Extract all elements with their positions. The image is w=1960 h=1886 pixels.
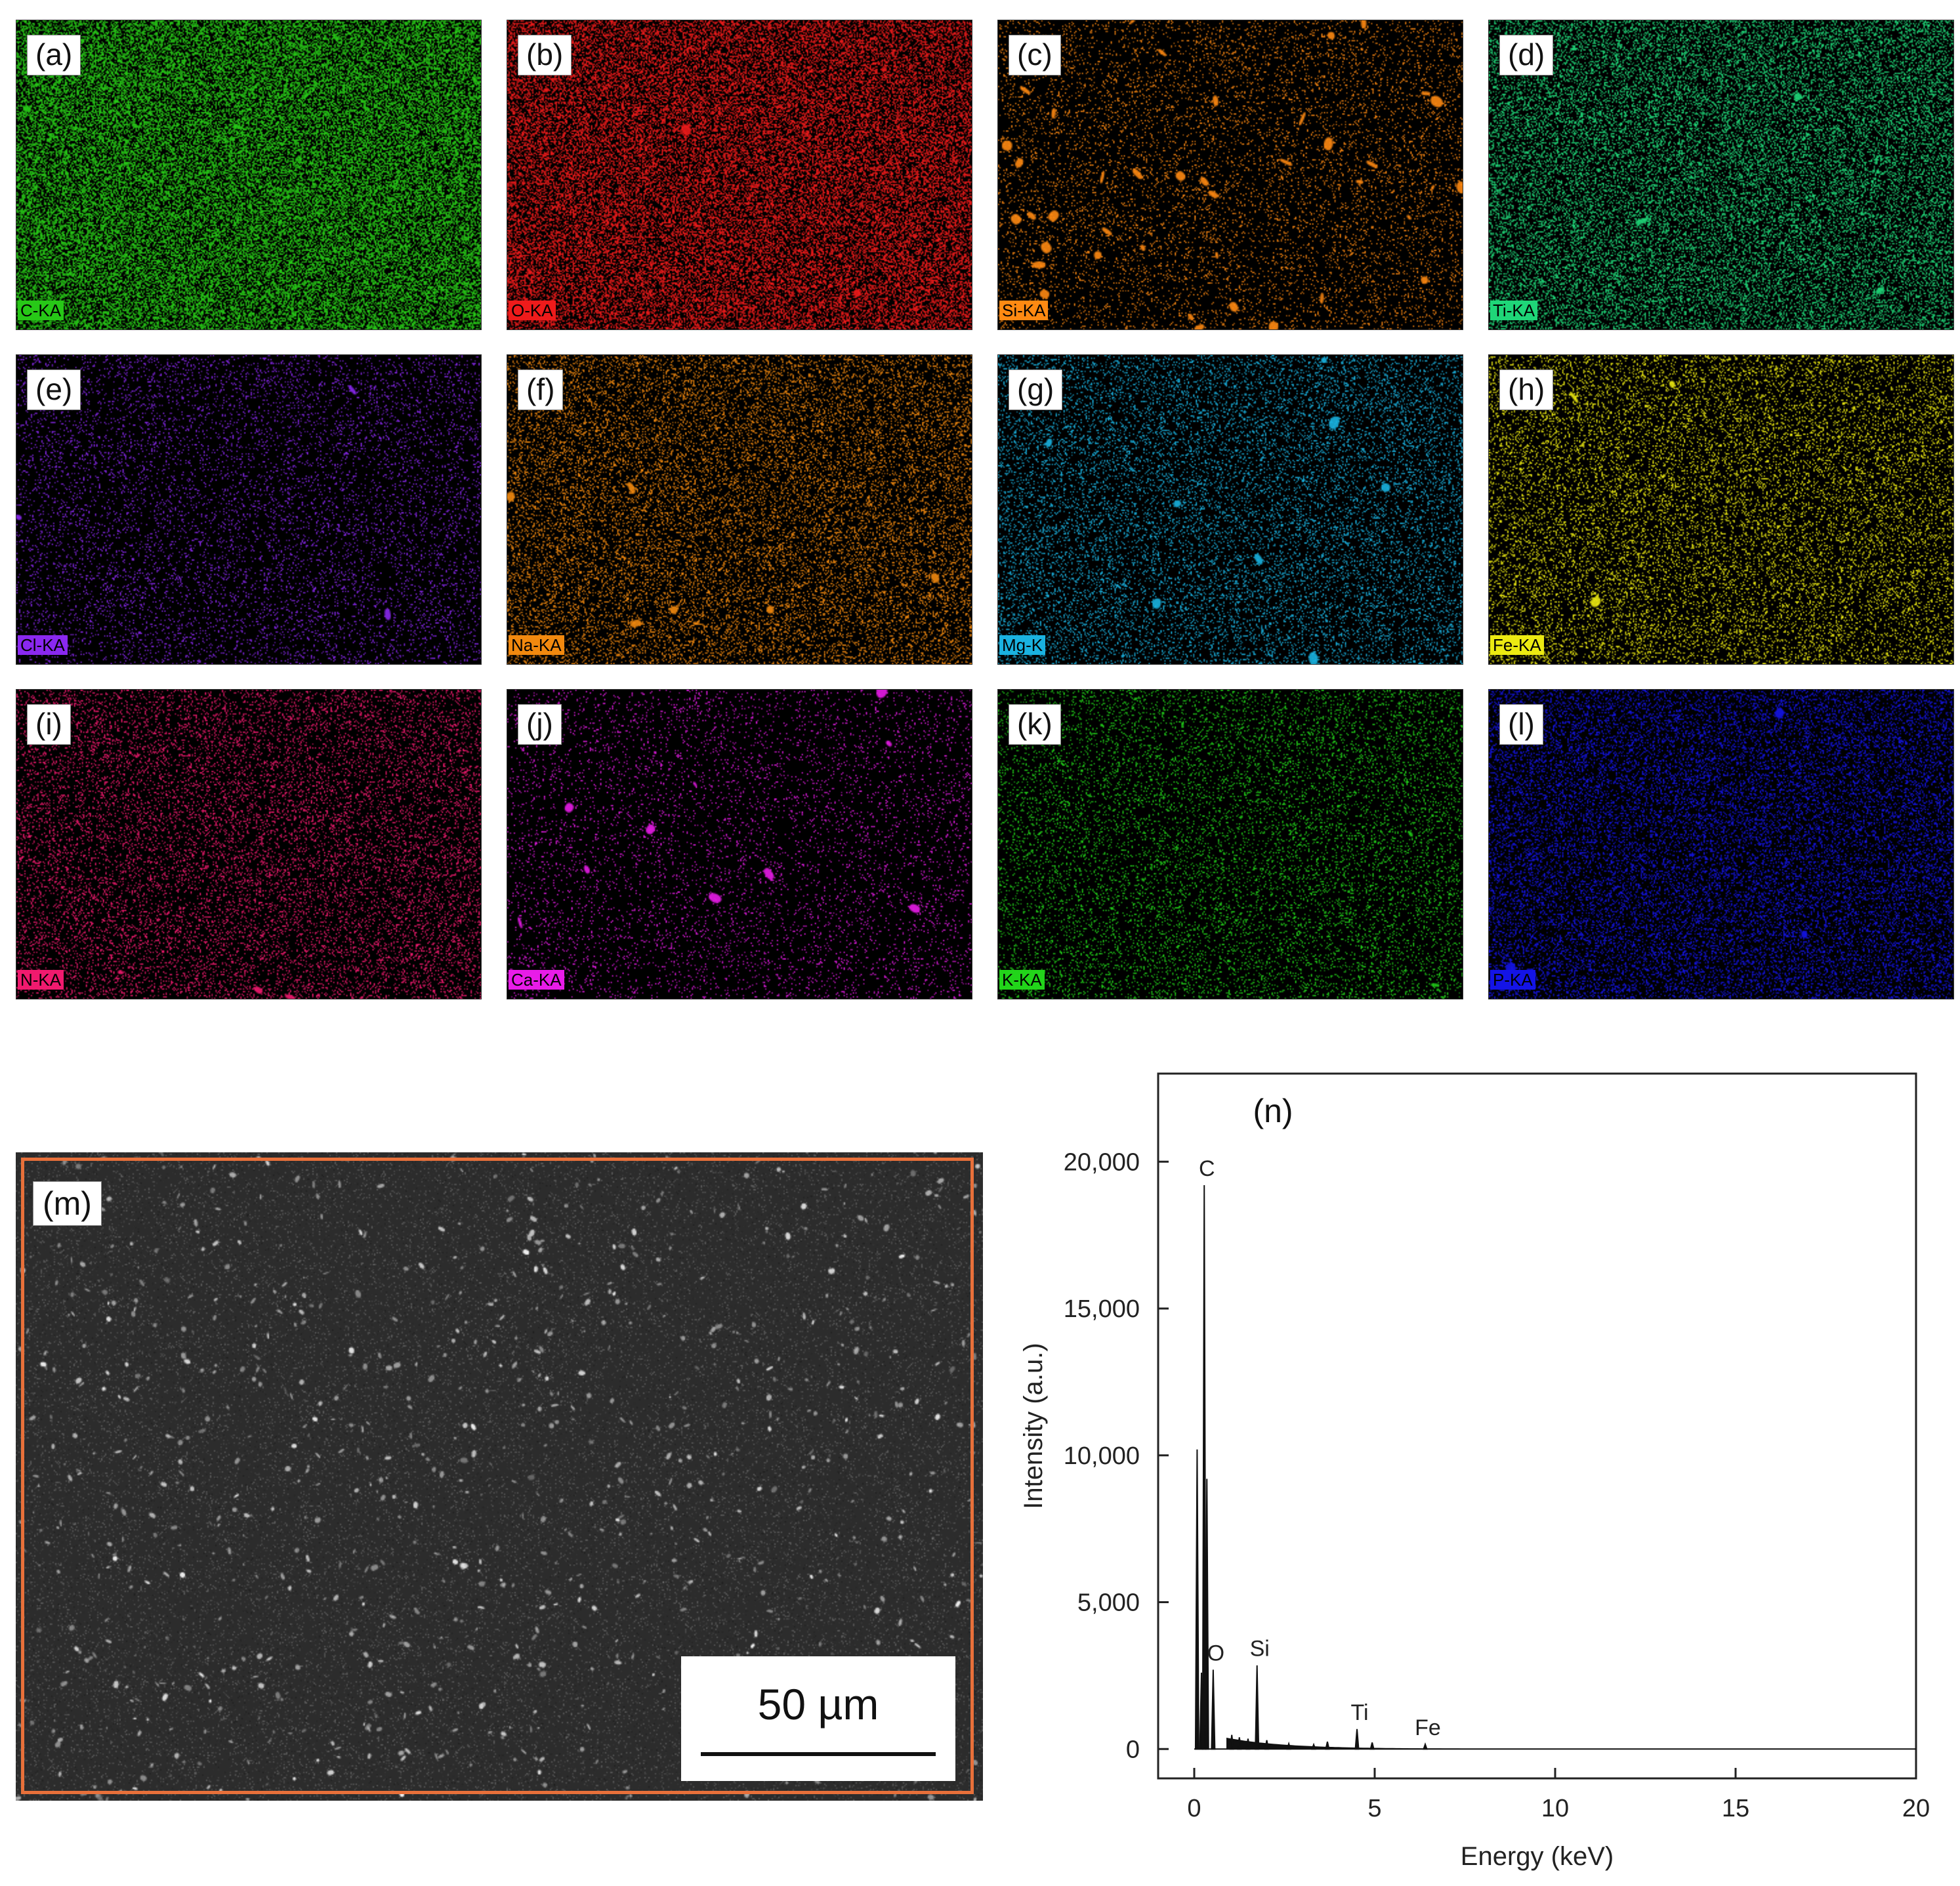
- scale-bar-box: 50 µm: [681, 1656, 955, 1781]
- spectrum-continuum: [1226, 1738, 1556, 1750]
- element-map-texture: [16, 20, 481, 329]
- element-map-texture: [507, 20, 972, 329]
- spectrum-peak: [1369, 1742, 1375, 1750]
- element-map-si-ka: (c) Si-KA: [997, 20, 1463, 330]
- plot-frame: [1157, 1072, 1917, 1780]
- spectrum-peak: [1237, 1737, 1242, 1750]
- element-map-texture: [1489, 690, 1953, 999]
- element-map-label: Na-KA: [509, 635, 564, 655]
- element-map-texture: [1489, 355, 1953, 664]
- element-map-n-ka: (i) N-KA: [16, 689, 482, 999]
- element-map-c-ka: (a) C-KA: [16, 20, 482, 330]
- spectrum-peak: [1194, 1449, 1199, 1750]
- spectrum-peak: [1423, 1742, 1428, 1750]
- panel-letter: (b): [518, 35, 572, 75]
- element-map-na-ka: (f) Na-KA: [507, 354, 972, 665]
- element-map-texture: [16, 355, 481, 664]
- panel-letter: (l): [1499, 704, 1543, 745]
- panel-letter: (d): [1499, 35, 1554, 75]
- y-tick-label: 0: [1126, 1736, 1140, 1763]
- peak-label: Fe: [1415, 1715, 1441, 1740]
- element-map-o-ka: (b) O-KA: [507, 20, 972, 330]
- scale-bar: [701, 1752, 936, 1756]
- spectrum-peak: [1201, 1185, 1207, 1750]
- panel-letter: (i): [27, 704, 71, 745]
- peak-label: O: [1207, 1641, 1224, 1666]
- element-map-label: Cl-KA: [18, 635, 68, 655]
- x-tick-label: 5: [1367, 1795, 1381, 1822]
- element-map-label: C-KA: [18, 301, 64, 320]
- element-map-label: Mg-K: [999, 635, 1046, 655]
- spectrum-peak: [1286, 1741, 1291, 1750]
- y-tick-label: 5,000: [1077, 1589, 1140, 1617]
- element-map-k-ka: (k) K-KA: [997, 689, 1463, 999]
- element-map-texture: [998, 690, 1463, 999]
- y-tick-label: 20,000: [1064, 1148, 1140, 1176]
- y-axis-label: Intensity (a.u.): [1019, 1343, 1048, 1509]
- element-map-cl-ka: (e) Cl-KA: [16, 354, 482, 665]
- spectrum-peak: [1204, 1478, 1209, 1750]
- eds-spectrum-chart: 0 5 10 15 20 0 5,000 10,000 15,000 20,000 Energy (…: [984, 1037, 1929, 1883]
- element-map-texture: [998, 20, 1463, 329]
- chart-background: [984, 1037, 1929, 1883]
- panel-letter-n: (n): [1253, 1093, 1293, 1129]
- spectrum-peak: [1211, 1669, 1216, 1750]
- scale-bar-label: 50 µm: [757, 1680, 879, 1729]
- spectrum-peak: [1255, 1665, 1260, 1750]
- panel-letter: (j): [518, 704, 562, 745]
- x-tick-label: 15: [1722, 1795, 1749, 1822]
- x-tick-label: 0: [1187, 1795, 1201, 1822]
- panel-letter: (g): [1009, 369, 1063, 410]
- panel-letter: (f): [518, 369, 564, 410]
- element-map-ca-ka: (j) Ca-KA: [507, 689, 972, 999]
- peak-label: Ti: [1351, 1700, 1369, 1725]
- element-map-label: Si-KA: [999, 301, 1049, 320]
- spectrum-peak: [1264, 1740, 1270, 1750]
- element-map-texture: [507, 355, 972, 664]
- spectrum-peak: [1229, 1734, 1234, 1750]
- y-tick-label: 15,000: [1064, 1295, 1140, 1323]
- element-map-label: P-KA: [1490, 970, 1535, 990]
- element-map-label: K-KA: [999, 970, 1045, 990]
- element-map-label: Ti-KA: [1490, 301, 1538, 320]
- element-map-ti-ka: (d) Ti-KA: [1488, 20, 1954, 330]
- panel-letter: (c): [1009, 35, 1061, 75]
- panel-letter: (e): [27, 369, 81, 410]
- element-map-mg-k: (g) Mg-K: [997, 354, 1463, 665]
- panel-letter-m: (m): [33, 1181, 102, 1226]
- panel-letter: (h): [1499, 369, 1554, 410]
- element-map-texture: [1489, 20, 1953, 329]
- element-map-texture: [998, 355, 1463, 664]
- element-map-texture: [507, 690, 972, 999]
- x-axis-label: Energy (keV): [1461, 1842, 1614, 1871]
- element-map-label: Ca-KA: [509, 970, 564, 990]
- y-tick-label: 10,000: [1064, 1442, 1140, 1470]
- element-map-texture: [16, 690, 481, 999]
- spectrum-peak: [1245, 1738, 1251, 1750]
- element-map-label: N-KA: [18, 970, 64, 990]
- element-map-label: Fe-KA: [1490, 635, 1544, 655]
- spectrum-peak: [1325, 1741, 1330, 1750]
- x-tick-label: 20: [1902, 1795, 1929, 1822]
- element-map-p-ka: (l) P-KA: [1488, 689, 1954, 999]
- peak-label: C: [1199, 1156, 1215, 1181]
- element-map-fe-ka: (h) Fe-KA: [1488, 354, 1954, 665]
- spectrum-peak: [1354, 1729, 1360, 1750]
- panel-letter: (a): [27, 35, 81, 75]
- spectrum-peak: [1311, 1742, 1316, 1750]
- panel-letter: (k): [1009, 704, 1061, 745]
- x-tick-label: 10: [1541, 1795, 1569, 1822]
- peak-label: Si: [1250, 1637, 1270, 1662]
- element-map-label: O-KA: [509, 301, 556, 320]
